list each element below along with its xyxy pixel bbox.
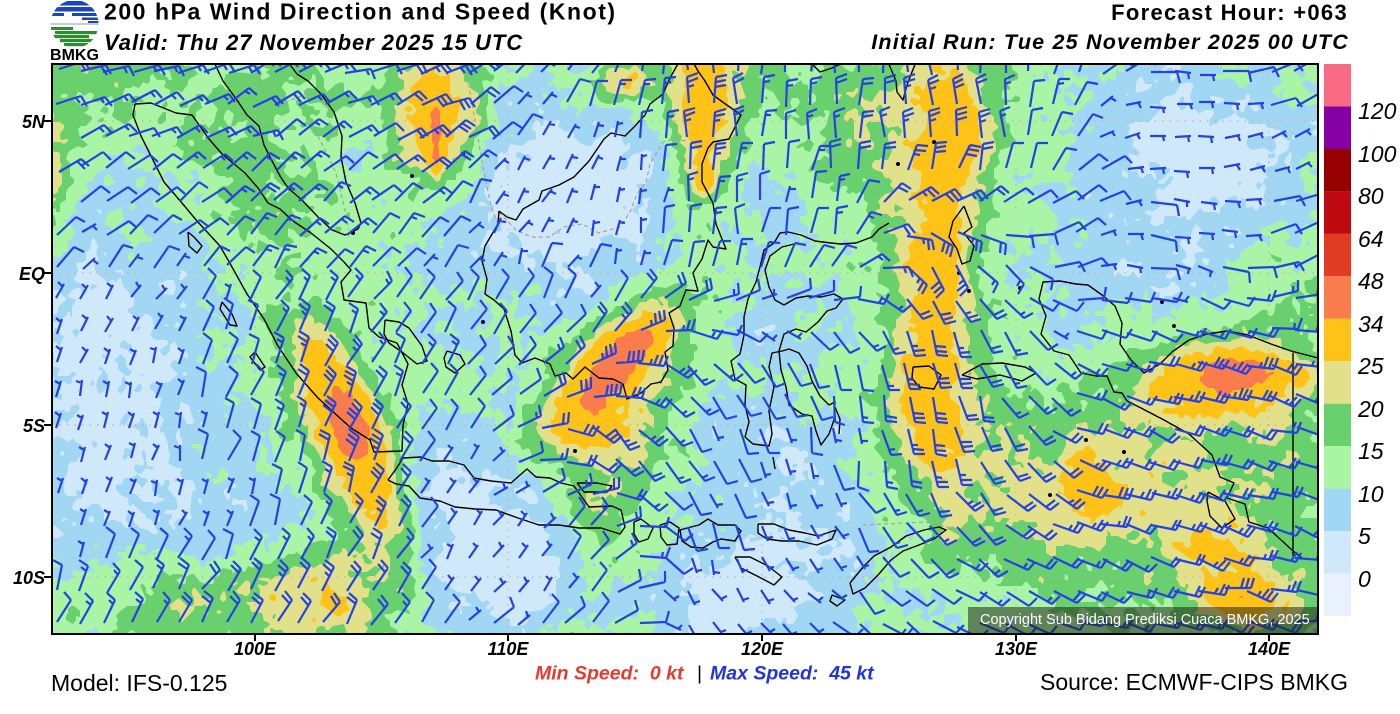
svg-text:Initial Run: Tue 25 November 2: Initial Run: Tue 25 November 2025 00 UTC bbox=[871, 30, 1349, 54]
svg-text:5: 5 bbox=[1358, 523, 1371, 549]
svg-text:200 hPa Wind Direction and Spe: 200 hPa Wind Direction and Speed (Knot) bbox=[104, 0, 617, 25]
svg-text:25: 25 bbox=[1357, 353, 1384, 379]
svg-text:130E: 130E bbox=[995, 639, 1038, 659]
svg-text:BMKG: BMKG bbox=[50, 47, 99, 64]
svg-text:15: 15 bbox=[1358, 438, 1384, 464]
svg-text:5N: 5N bbox=[22, 112, 46, 132]
svg-text:100: 100 bbox=[1358, 141, 1397, 167]
svg-text:Model: IFS-0.125: Model: IFS-0.125 bbox=[51, 670, 227, 696]
svg-text:Source: ECMWF-CIPS BMKG: Source: ECMWF-CIPS BMKG bbox=[1040, 669, 1348, 695]
svg-text:80: 80 bbox=[1358, 183, 1384, 209]
svg-text:20: 20 bbox=[1357, 396, 1384, 422]
svg-text:100E: 100E bbox=[234, 639, 277, 659]
svg-text:Min Speed: 0 kt: Min Speed: 0 kt bbox=[535, 663, 685, 685]
svg-text:5S: 5S bbox=[23, 416, 45, 436]
svg-text:|: | bbox=[697, 663, 702, 685]
svg-text:140E: 140E bbox=[1248, 639, 1291, 659]
svg-text:10: 10 bbox=[1358, 481, 1384, 507]
svg-text:Forecast Hour: +063: Forecast Hour: +063 bbox=[1111, 0, 1348, 25]
svg-text:0: 0 bbox=[1358, 566, 1371, 592]
svg-text:120E: 120E bbox=[741, 639, 784, 659]
svg-text:110E: 110E bbox=[488, 639, 530, 659]
svg-text:Max Speed: 45 kt: Max Speed: 45 kt bbox=[710, 663, 875, 685]
svg-text:48: 48 bbox=[1358, 268, 1384, 294]
svg-text:64: 64 bbox=[1358, 226, 1384, 252]
svg-text:Copyright Sub Bidang Prediksi: Copyright Sub Bidang Prediksi Cuaca BMKG… bbox=[980, 612, 1310, 628]
svg-text:EQ: EQ bbox=[19, 264, 45, 284]
svg-text:120: 120 bbox=[1358, 98, 1397, 124]
svg-text:Valid: Thu 27 November 2025 15: Valid: Thu 27 November 2025 15 UTC bbox=[104, 30, 523, 55]
svg-text:34: 34 bbox=[1358, 311, 1384, 337]
svg-text:10S: 10S bbox=[13, 568, 45, 588]
